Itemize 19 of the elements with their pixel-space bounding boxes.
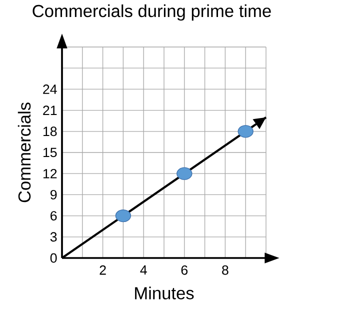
y-tick-label: 12 — [43, 168, 57, 178]
y-axis-title: Commercials — [18, 102, 31, 202]
point — [176, 167, 192, 180]
y-tick-label: 9 — [50, 190, 57, 200]
point — [115, 209, 132, 222]
chart-title: Commercials during prime time — [32, 4, 271, 21]
x-axis-title: Minutes — [135, 286, 194, 300]
y-tick-label: 0 — [50, 253, 57, 263]
y-tick-label: 3 — [50, 232, 57, 242]
x-tick-label: 2 — [100, 265, 106, 275]
x-tick-label: 6 — [181, 265, 188, 275]
y-tick-label: 6 — [50, 211, 57, 221]
x-tick-label: 4 — [140, 265, 147, 275]
y-tick-label: 18 — [43, 126, 57, 136]
x-tick-label: 8 — [222, 265, 228, 275]
point — [238, 125, 254, 138]
y-tick-label: 24 — [43, 84, 57, 94]
y-tick-label: 21 — [43, 106, 57, 115]
y-tick-label: 15 — [43, 148, 57, 158]
